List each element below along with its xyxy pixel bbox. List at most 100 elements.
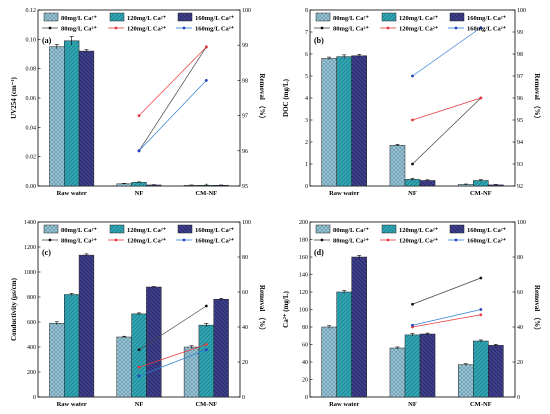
panel-label: (a) — [42, 36, 52, 45]
category-label: NF — [408, 190, 417, 197]
removal-point — [137, 149, 141, 153]
category-label: CM-NF — [195, 190, 217, 197]
bar — [78, 50, 95, 187]
removal-point — [137, 114, 141, 117]
removal-point — [137, 365, 141, 369]
bar — [351, 256, 367, 398]
y-tick-label: 180 — [299, 238, 308, 244]
y-tick-label: 1 — [305, 162, 308, 168]
bar — [49, 46, 65, 187]
legend-swatch — [109, 12, 125, 22]
legend-marker — [114, 26, 118, 30]
y-tick-label: 8 — [305, 8, 308, 14]
removal-point — [411, 302, 414, 306]
y2-tick-label: 95 — [517, 118, 523, 124]
y-tick-label: 0.04 — [26, 125, 37, 131]
y-tick-label: 160 — [299, 255, 308, 261]
legend-swatch — [43, 224, 59, 234]
y2-tick-label: 98 — [517, 52, 523, 58]
y-tick-label: 0.12 — [26, 8, 37, 14]
bar — [64, 294, 80, 398]
y2-tick-label: 60 — [242, 290, 248, 296]
legend-label: 80mg/L Ca²⁺ — [61, 15, 97, 22]
bar — [116, 336, 132, 398]
removal-point — [411, 323, 414, 327]
y-tick-label: 4 — [305, 96, 308, 102]
bar — [473, 340, 489, 398]
legend-marker — [114, 238, 118, 242]
removal-point — [411, 118, 414, 122]
y2-tick-label: 20 — [517, 360, 523, 366]
legend-swatch — [315, 224, 331, 234]
y2-tick-label: 94 — [517, 140, 523, 146]
category-label: NF — [135, 401, 144, 408]
y-tick-label: 400 — [27, 345, 36, 351]
legend-label: 160mg/L Ca²⁺ — [467, 238, 507, 245]
y2-tick-label: 100 — [242, 8, 251, 14]
legend-marker — [454, 238, 458, 242]
bar — [213, 299, 229, 398]
y-tick-label: 7 — [305, 30, 308, 36]
legend-label: 160mg/L Ca²⁺ — [467, 26, 507, 33]
bar — [49, 323, 65, 398]
removal-line — [412, 97, 482, 165]
chart-panel-3: 0 200 400 600 800 1000 1200 1400 0 20 40 60 80 100 Con… — [10, 220, 266, 408]
legend-swatch — [177, 12, 193, 22]
y2-tick-label: 80 — [517, 255, 523, 261]
chart-panel-2: 0 1 2 3 4 5 6 7 8 92 93 94 95 96 97 98 99 100 DOC (mg/L) Re… — [282, 8, 541, 197]
legend-swatch — [109, 224, 125, 234]
y2-tick-label: 96 — [242, 149, 248, 155]
y2-axis-label: Removal （%） — [258, 73, 266, 122]
bar — [131, 313, 147, 398]
bar — [458, 364, 474, 398]
removal-point — [411, 74, 414, 78]
y-tick-label: 0 — [305, 395, 308, 401]
removal-point — [204, 45, 208, 49]
legend-marker — [320, 26, 324, 30]
bar — [488, 345, 504, 398]
legend-marker — [386, 26, 390, 30]
y-tick-label: 1000 — [24, 270, 36, 276]
y-tick-label: 60 — [302, 343, 308, 349]
y2-axis-label: Removal （%） — [533, 73, 541, 122]
removal-line — [412, 314, 481, 328]
y2-axis-label: Removal （%） — [533, 285, 541, 334]
y-axis-label: UV254 (cm⁻¹) — [10, 76, 18, 118]
y2-tick-label: 40 — [517, 325, 523, 331]
category-label: Raw water — [329, 190, 359, 197]
bar — [64, 40, 80, 187]
legend-label: 80mg/L Ca²⁺ — [333, 227, 369, 234]
legend-label: 160mg/L Ca²⁺ — [467, 15, 507, 22]
y-tick-label: 20 — [302, 378, 308, 384]
y2-tick-label: 60 — [517, 290, 523, 296]
removal-point — [479, 26, 483, 29]
y-tick-label: 200 — [299, 220, 308, 226]
category-label: CM-NF — [195, 401, 217, 408]
legend-label: 120mg/L Ca²⁺ — [399, 26, 439, 33]
legend-label: 120mg/L Ca²⁺ — [399, 227, 439, 234]
y-tick-label: 1200 — [24, 245, 36, 251]
legend-marker — [48, 26, 52, 30]
legend-swatch — [449, 224, 465, 234]
bar — [321, 58, 337, 187]
removal-line — [412, 27, 482, 77]
removal-point — [137, 374, 141, 378]
removal-line — [138, 46, 207, 116]
bar — [419, 180, 436, 187]
y2-tick-label: 0 — [242, 395, 245, 401]
y-tick-label: 1400 — [24, 220, 36, 226]
removal-point — [479, 276, 483, 280]
category-label: NF — [408, 401, 417, 408]
y-tick-label: 3 — [305, 118, 308, 124]
y-tick-label: 0.02 — [26, 155, 37, 161]
legend-swatch — [449, 12, 465, 22]
y2-tick-label: 98 — [242, 78, 248, 84]
removal-line — [138, 305, 207, 351]
y-tick-label: 0 — [33, 395, 36, 401]
category-label: CM-NF — [470, 401, 492, 408]
bar — [389, 145, 406, 187]
y-tick-label: 40 — [302, 360, 308, 366]
bar — [321, 326, 337, 398]
y-axis-label: Ca²⁺ (mg/L) — [282, 290, 290, 327]
